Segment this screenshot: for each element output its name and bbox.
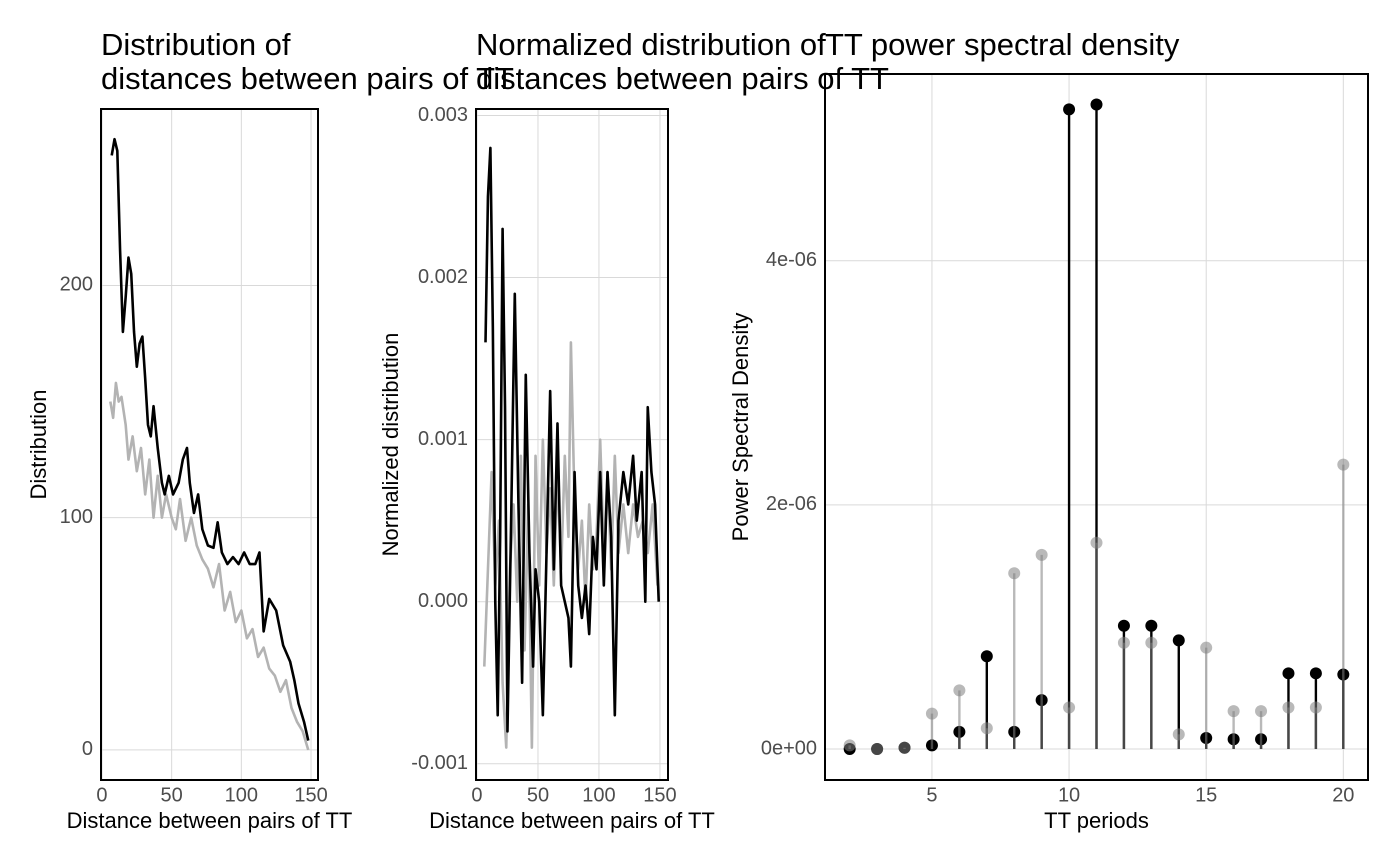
y-tick-label: 0.000: [418, 590, 468, 612]
point: [1145, 619, 1158, 632]
point: [1255, 705, 1268, 718]
y-tick-label: 0e+00: [761, 737, 817, 759]
series-line: [484, 146, 661, 733]
chart-title: distances between pairs of TT: [101, 61, 514, 96]
point: [871, 742, 884, 755]
chart-title: Normalized distribution of: [476, 27, 826, 62]
x-tick-label: 50: [527, 784, 549, 806]
x-axis-title: Distance between pairs of TT: [67, 808, 353, 833]
x-tick-label: 5: [926, 784, 937, 806]
point: [898, 741, 911, 754]
panel: TT power spectral density 0e+00 2e-06 4e-06…: [728, 27, 1369, 833]
x-tick-label: 50: [161, 784, 183, 806]
point: [1172, 728, 1185, 741]
point: [843, 739, 856, 752]
y-tick-label: 0.002: [418, 266, 468, 288]
series-line: [110, 137, 310, 741]
point: [1172, 634, 1185, 647]
plot-frame: [100, 108, 319, 781]
chart-title: distances between pairs of TT: [476, 61, 889, 96]
point: [1227, 705, 1240, 718]
x-tick-label: 150: [643, 784, 676, 806]
point: [980, 722, 993, 735]
point: [1090, 536, 1103, 549]
point: [1309, 667, 1322, 680]
x-tick-label: 15: [1195, 784, 1217, 806]
point: [953, 684, 966, 697]
x-axis-title: Distance between pairs of TT: [429, 808, 715, 833]
point: [1035, 548, 1048, 561]
point: [1145, 636, 1158, 649]
x-tick-label: 0: [96, 784, 107, 806]
y-tick-label: 0.003: [418, 104, 468, 126]
y-axis-title: Power Spectral Density: [728, 313, 753, 542]
plot-frame: [475, 108, 669, 781]
x-tick-label: 150: [294, 784, 327, 806]
y-tick-label: 200: [60, 274, 93, 296]
y-tick-label: 4e-06: [766, 249, 817, 271]
x-axis-title: TT periods: [1044, 808, 1149, 833]
point: [1200, 641, 1213, 654]
x-tick-label: 100: [225, 784, 258, 806]
series-line: [109, 381, 310, 751]
point: [1063, 701, 1076, 714]
point: [1282, 667, 1295, 680]
point: [1337, 458, 1350, 471]
point: [980, 650, 993, 663]
x-tick-label: 0: [471, 784, 482, 806]
point: [1090, 98, 1103, 111]
point: [1309, 701, 1322, 714]
x-tick-label: 10: [1058, 784, 1080, 806]
y-tick-label: 0: [82, 738, 93, 760]
point: [1063, 103, 1076, 116]
point: [1117, 619, 1130, 632]
y-axis-title: Normalized distribution: [378, 333, 403, 557]
x-tick-label: 20: [1332, 784, 1354, 806]
point: [1008, 567, 1021, 580]
y-axis-title: Distribution: [26, 389, 51, 499]
y-tick-label: 0.001: [418, 428, 468, 450]
point: [925, 707, 938, 720]
point: [1117, 636, 1130, 649]
plot-frame: [824, 73, 1369, 781]
x-tick-label: 100: [582, 784, 615, 806]
chart-title: Distribution of: [101, 27, 291, 62]
point: [1282, 701, 1295, 714]
y-tick-label: 100: [60, 506, 93, 528]
y-tick-label: 2e-06: [766, 493, 817, 515]
y-tick-label: -0.001: [411, 752, 468, 774]
chart-title: TT power spectral density: [825, 27, 1180, 62]
